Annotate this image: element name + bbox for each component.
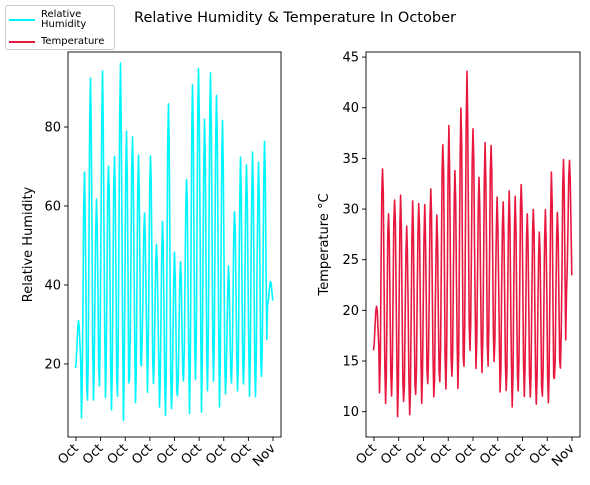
x-tick-label-0-8: Nov — [250, 441, 279, 470]
y-tick-label-1-4: 30 — [342, 203, 359, 218]
legend-swatch-humidity — [9, 19, 35, 21]
humidity-panel: 20406080OctOctOctOctOctOctOctOctNovRelat… — [21, 51, 282, 470]
y-tick-label-1-1: 15 — [342, 355, 359, 370]
x-tick-label-1-8: Nov — [549, 441, 578, 470]
y-tick-label-1-0: 10 — [342, 405, 359, 420]
x-tick-label-1-1: Oct — [378, 441, 405, 468]
x-tick-label-0-5: Oct — [178, 441, 205, 468]
y-tick-label-1-5: 35 — [342, 152, 359, 167]
x-tick-label-1-3: Oct — [428, 441, 455, 468]
temperature-panel: 1015202530354045OctOctOctOctOctOctOctOct… — [317, 51, 581, 470]
x-tick-label-0-0: Oct — [55, 441, 82, 468]
y-tick-label-0-1: 40 — [44, 278, 61, 293]
x-tick-label-0-1: Oct — [80, 441, 107, 468]
x-tick-label-0-2: Oct — [105, 441, 132, 468]
legend: Relative Humidity Temperature — [5, 5, 115, 50]
x-tick-label-0-4: Oct — [154, 441, 181, 468]
x-tick-label-1-5: Oct — [477, 441, 504, 468]
series-line-0 — [74, 62, 274, 422]
x-tick-label-1-0: Oct — [353, 441, 380, 468]
legend-item-humidity: Relative Humidity — [9, 10, 86, 30]
x-tick-label-0-3: Oct — [129, 441, 156, 468]
x-tick-label-1-4: Oct — [452, 441, 479, 468]
series-line-1 — [372, 70, 573, 418]
y-tick-label-1-2: 20 — [342, 304, 359, 319]
y-tick-label-0-3: 80 — [44, 121, 61, 136]
figure-title: Relative Humidity & Temperature In Octob… — [134, 10, 456, 26]
legend-swatch-temperature — [9, 41, 35, 43]
legend-label-humidity: Relative Humidity — [41, 9, 87, 30]
y-axis-title-0: Relative Humidity — [21, 186, 36, 302]
x-tick-label-1-6: Oct — [502, 441, 529, 468]
legend-item-temperature: Temperature — [9, 37, 104, 47]
y-tick-label-1-3: 25 — [342, 253, 359, 268]
x-tick-label-0-7: Oct — [228, 441, 255, 468]
y-tick-label-1-7: 45 — [342, 51, 359, 66]
x-tick-label-1-2: Oct — [403, 441, 430, 468]
x-tick-label-0-6: Oct — [203, 441, 230, 468]
y-tick-label-1-6: 40 — [342, 101, 359, 116]
legend-label-temperature: Temperature — [41, 36, 105, 47]
y-tick-label-0-0: 20 — [44, 357, 61, 372]
x-tick-label-1-7: Oct — [527, 441, 554, 468]
y-tick-label-0-2: 60 — [44, 200, 61, 215]
y-axis-title-1: Temperature °C — [317, 193, 332, 296]
